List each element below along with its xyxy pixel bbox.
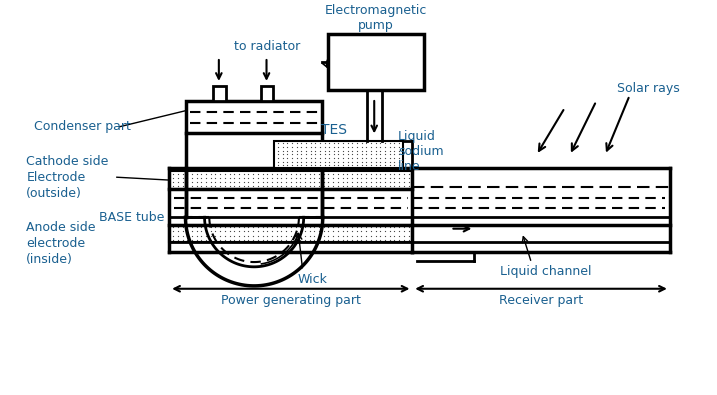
Bar	[261, 86, 273, 101]
Bar	[169, 171, 412, 189]
Text: Power generating part: Power generating part	[221, 294, 361, 307]
Text: to radiator: to radiator	[234, 40, 300, 53]
Text: TES: TES	[320, 123, 347, 137]
Bar	[328, 34, 424, 90]
Text: Liquid
sodium
line: Liquid sodium line	[398, 130, 444, 173]
Text: Receiver part: Receiver part	[499, 294, 583, 307]
Text: Cathode side
Electrode
(outside): Cathode side Electrode (outside)	[27, 155, 109, 200]
Text: BASE tube: BASE tube	[99, 211, 164, 224]
Text: Solar rays: Solar rays	[617, 82, 680, 95]
Bar	[186, 101, 322, 134]
Text: Condenser part: Condenser part	[34, 120, 130, 133]
Bar	[213, 86, 226, 101]
Text: Liquid channel: Liquid channel	[500, 265, 592, 278]
Text: Electromagnetic
pump: Electromagnetic pump	[325, 4, 427, 32]
Text: Anode side
electrode
(inside): Anode side electrode (inside)	[27, 222, 96, 267]
Bar	[169, 225, 412, 242]
Bar	[274, 141, 403, 168]
Text: Wick: Wick	[298, 273, 327, 286]
